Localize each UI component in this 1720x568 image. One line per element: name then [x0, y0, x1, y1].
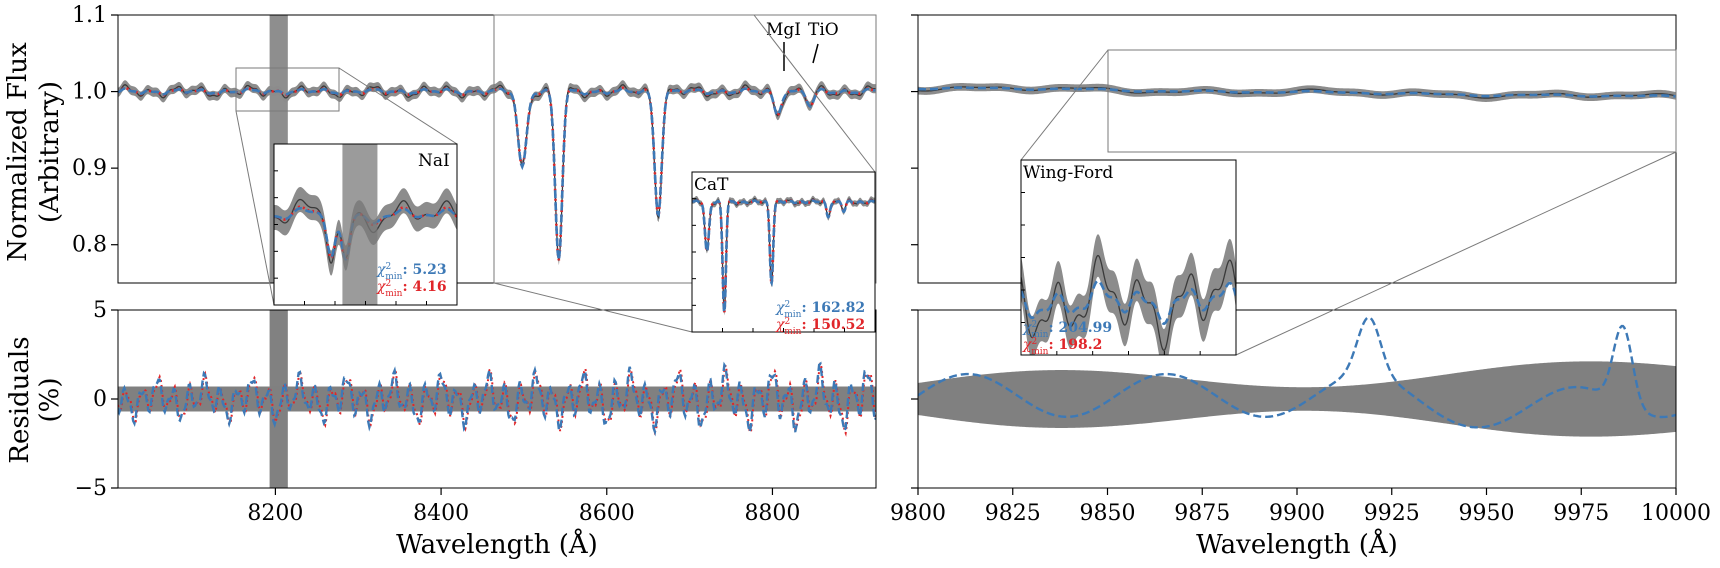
xtick-label: 9825	[985, 501, 1041, 526]
wf-connector-top	[1020, 49, 1109, 161]
nai-inset-title: NaI	[418, 151, 450, 171]
axis-labels: Normalized Flux (Arbitrary) Residuals (%…	[3, 42, 1398, 560]
ylabel-top-line2: (Arbitrary)	[35, 81, 65, 223]
chi-red: χ2 min: 4.16	[376, 279, 447, 299]
ylabel-top-line1: Normalized Flux	[3, 42, 33, 262]
left-spectrum-yticks: 0.8 0.9 1.0 1.1	[72, 3, 118, 258]
wf-inset-lines	[1021, 234, 1236, 355]
left-residual-lines	[118, 361, 876, 437]
left-spectrum-lines	[118, 80, 876, 266]
ytick-label: −5	[75, 476, 107, 501]
xtick-label: 9875	[1174, 501, 1230, 526]
right-spectrum-panel	[911, 14, 1677, 284]
xlabel-left: Wavelength (Å)	[396, 528, 598, 560]
wf-connector-bottom	[1235, 151, 1677, 356]
nai-inset-ticks	[274, 170, 427, 305]
right-xticks: 9800 9825 9850 9875 9900 9925 9950 9975 10000	[890, 488, 1711, 526]
chi-blue: χ2 min: 204.99	[1022, 320, 1112, 340]
ytick-label: 0	[93, 387, 107, 412]
right-residuals-panel: 9800 9825 9850 9875 9900 9925 9950 9975 10000	[890, 309, 1711, 526]
xtick-label: 8200	[247, 501, 303, 526]
uncertainty-band	[1021, 234, 1236, 355]
xtick-label: 9850	[1080, 501, 1136, 526]
xtick-label: 9800	[890, 501, 946, 526]
wf-zoom-box	[1107, 49, 1677, 153]
right-residual-lines	[918, 316, 1676, 437]
ytick-label: 0.8	[72, 233, 107, 258]
xtick-label: 10000	[1641, 501, 1711, 526]
line-annotations: MgI TiO	[766, 20, 839, 71]
xlabel-right: Wavelength (Å)	[1196, 528, 1398, 560]
ylabel-bottom-line2: (%)	[35, 378, 65, 423]
nai-zoom-box	[235, 67, 340, 112]
model-red-line	[692, 198, 875, 313]
chi-red: χ2 min: 150.52	[775, 317, 865, 337]
ytick-label: 1.0	[72, 80, 107, 105]
right-spectrum-lines	[918, 83, 1676, 102]
observed-spectrum	[1021, 254, 1236, 352]
chi-blue: χ2 min: 162.82	[775, 300, 865, 320]
wf-inset-title: Wing-Ford	[1023, 163, 1113, 183]
xtick-label: 8800	[744, 501, 800, 526]
ytick-label: 0.9	[72, 156, 107, 181]
xtick-label: 9925	[1364, 501, 1420, 526]
cat-connector-right	[753, 14, 876, 173]
cat-inset-ticks	[692, 198, 845, 332]
cat-zoom-box	[493, 14, 877, 284]
ytick-label: 1.1	[72, 3, 107, 28]
right-residuals-yticks	[911, 309, 918, 489]
model-blue-line	[1021, 279, 1236, 325]
cat-connector-left	[493, 282, 693, 333]
mgi-annotation: MgI	[766, 20, 801, 40]
cat-inset-title: CaT	[694, 175, 729, 195]
left-residuals-panel: −5 0 5 8200 8400 8600 8800	[75, 298, 877, 526]
nai-inset-lines	[274, 144, 457, 305]
wf-inset-ticks	[1021, 192, 1201, 355]
ytick-label: 5	[93, 298, 107, 323]
chi-red: χ2 min: 198.2	[1022, 337, 1102, 357]
ylabel-bottom-line1: Residuals	[5, 336, 35, 463]
nai-connector-right	[338, 67, 458, 145]
tio-annotation: TiO	[808, 20, 839, 40]
xtick-label: 9900	[1269, 501, 1325, 526]
residual-blue-line	[918, 316, 1676, 429]
residual-blue-line	[118, 361, 876, 437]
left-residuals-yticks: −5 0 5	[75, 298, 118, 501]
left-xticks: 8200 8400 8600 8800	[247, 488, 800, 526]
xtick-label: 9975	[1553, 501, 1609, 526]
nai-connector-left	[235, 110, 275, 306]
model-blue-line	[118, 87, 876, 261]
xtick-label: 8600	[579, 501, 635, 526]
xtick-label: 8400	[413, 501, 469, 526]
cat-inset-lines	[692, 195, 875, 316]
right-spectrum-yticks	[911, 14, 918, 246]
xtick-label: 9950	[1459, 501, 1515, 526]
model-blue-line	[692, 199, 875, 313]
tio-pointer	[812, 43, 819, 64]
residual-band	[918, 361, 1676, 437]
inset-connectors	[235, 14, 1677, 356]
model-blue-line	[918, 86, 1676, 98]
nai-masked-band	[342, 144, 378, 305]
chi-blue: χ2 min: 5.23	[376, 262, 447, 282]
